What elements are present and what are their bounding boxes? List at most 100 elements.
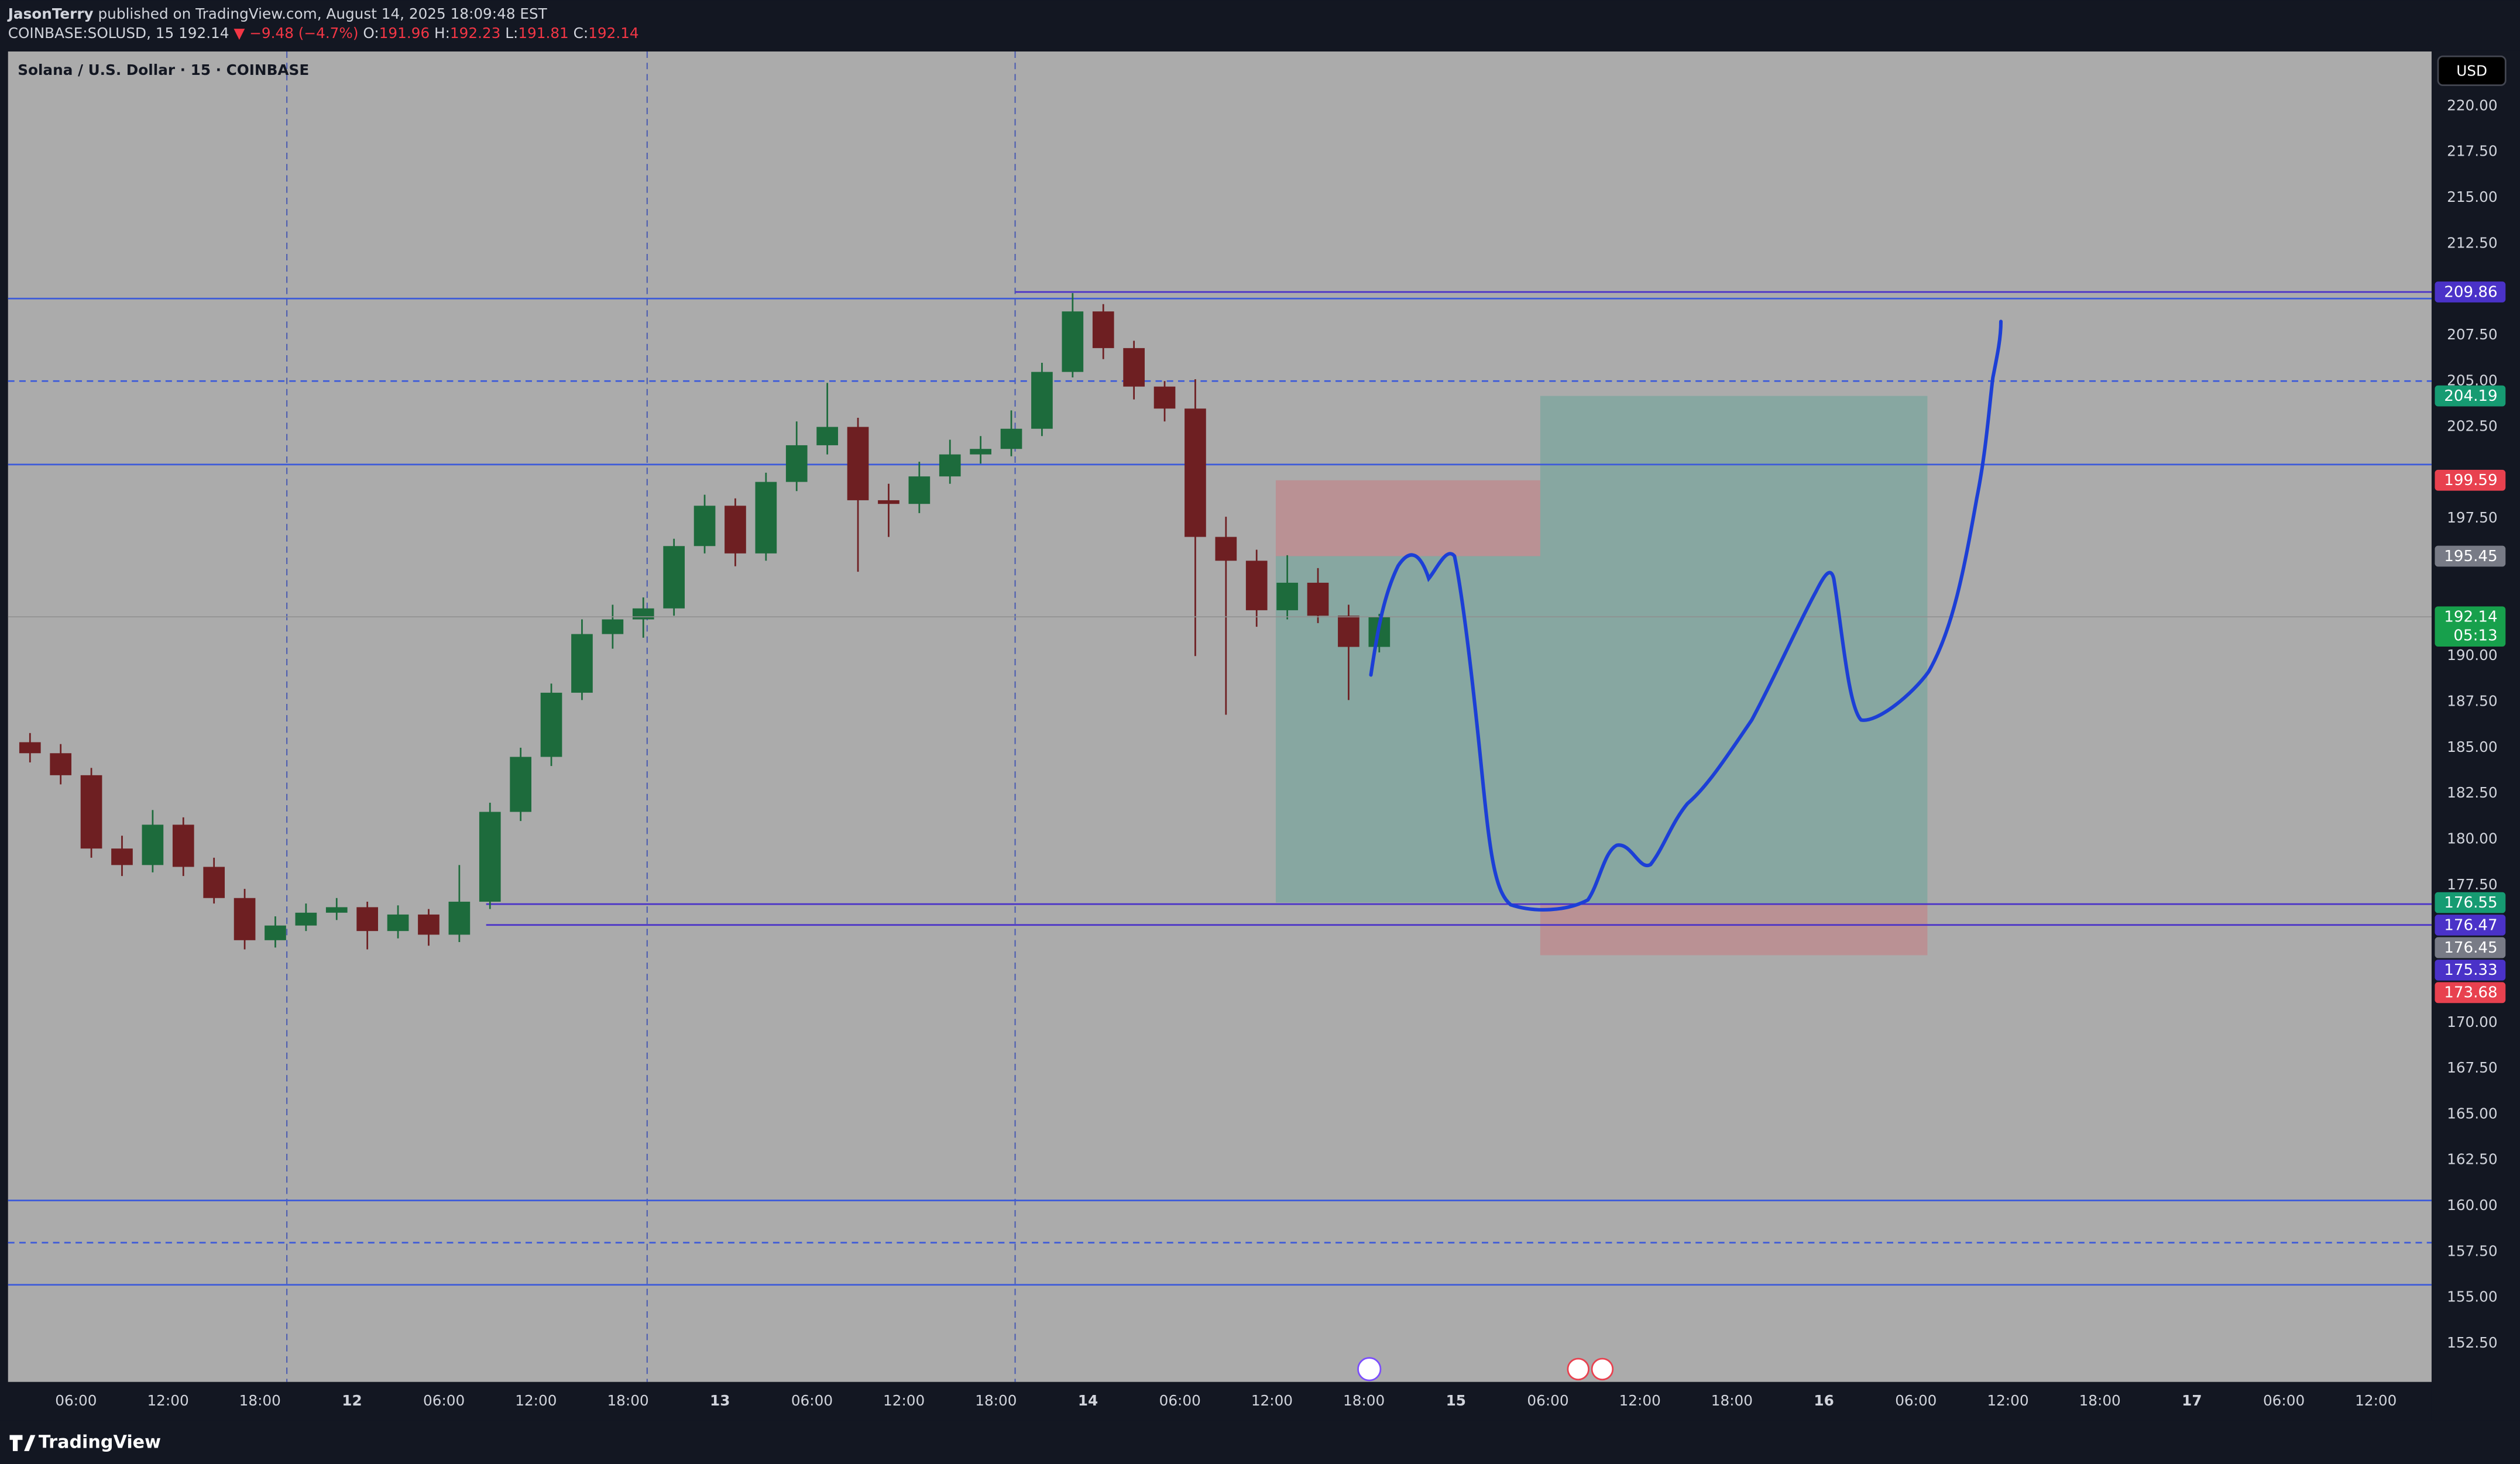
symbol: COINBASE:SOLUSD, 15 — [8, 25, 174, 42]
header-line-2: COINBASE:SOLUSD, 15 192.14 ▼ −9.48 (−4.7… — [8, 25, 639, 42]
y-tick-label: 187.50 — [2447, 693, 2497, 710]
brand-logo — [9, 1435, 36, 1451]
change: ▼ −9.48 (−4.7%) — [234, 25, 358, 42]
candle-body — [1338, 616, 1359, 647]
position-stop-zone — [1275, 480, 1540, 556]
last-price: 192.14 — [178, 25, 229, 42]
plot-area — [8, 51, 2432, 1382]
y-tick-label: 190.00 — [2447, 647, 2497, 664]
candle-body — [663, 546, 685, 609]
l-value: 191.81 — [518, 25, 568, 42]
price-tag-label: 192.14 — [2444, 608, 2497, 626]
position-target-zone — [1540, 396, 1928, 905]
candle-body — [908, 476, 931, 504]
candle-body — [632, 608, 654, 620]
price-scale — [2431, 51, 2520, 1421]
header-bar — [0, 0, 2520, 50]
candle-body — [325, 907, 348, 913]
x-tick-label: 14 — [1078, 1392, 1098, 1409]
candle-body — [939, 454, 961, 477]
y-tick-label: 180.00 — [2447, 830, 2497, 847]
x-tick-label: 06:00 — [1527, 1392, 1568, 1409]
price-tag — [2435, 937, 2506, 958]
price-tag-label: 199.59 — [2444, 472, 2497, 489]
y-tick-label: 160.00 — [2447, 1197, 2497, 1214]
price-tag-label: 176.55 — [2444, 894, 2497, 912]
y-tick-label: 202.50 — [2447, 418, 2497, 435]
x-tick-label: 13 — [710, 1392, 730, 1409]
candle-body — [1123, 348, 1145, 387]
x-tick-label: 06:00 — [1895, 1392, 1937, 1409]
x-tick-label: 12:00 — [147, 1392, 188, 1409]
candle-body — [755, 482, 777, 554]
x-tick-label: 12:00 — [1987, 1392, 2028, 1409]
candle-body — [540, 692, 562, 757]
x-tick-label: 12:00 — [1251, 1392, 1293, 1409]
price-tag-label: 195.45 — [2444, 548, 2497, 565]
position-stop-zone — [1540, 904, 1928, 956]
currency-button[interactable] — [2437, 55, 2507, 87]
candle-body — [1000, 428, 1022, 449]
candle-body — [418, 914, 440, 935]
y-tick-label: 220.00 — [2447, 97, 2497, 114]
h-label: H: — [434, 25, 450, 42]
candle-body — [1062, 311, 1084, 372]
event-icon[interactable] — [1591, 1358, 1614, 1381]
c-value: 192.14 — [588, 25, 638, 42]
candle-body — [1276, 582, 1298, 610]
candle-body — [295, 912, 317, 926]
x-tick-label: 18:00 — [239, 1392, 281, 1409]
x-tick-label: 12:00 — [883, 1392, 925, 1409]
x-tick-label: 15 — [1446, 1392, 1466, 1409]
candle-body — [356, 907, 379, 932]
y-tick-label: 170.00 — [2447, 1013, 2497, 1030]
candle-body — [571, 634, 593, 693]
time-scale-layer: 06:00 12:00 18:00 12 06:00 12:00 18:00 13 06:00 1… — [55, 1392, 2397, 1409]
candle-body — [970, 449, 991, 455]
y-tick-label: 212.50 — [2447, 234, 2497, 251]
y-tick-label: 215.00 — [2447, 188, 2497, 205]
o-value: 191.96 — [379, 25, 430, 42]
price-tag-label: 176.47 — [2444, 916, 2497, 934]
y-tick-label: 217.50 — [2447, 143, 2497, 160]
countdown: 05:13 — [2453, 627, 2497, 645]
price-tag — [2435, 281, 2506, 303]
time-scale — [0, 1381, 2432, 1421]
candle-body — [80, 775, 102, 849]
candle-body — [1092, 311, 1114, 348]
x-tick-label: 12:00 — [2355, 1392, 2397, 1409]
candle-body — [816, 427, 838, 445]
candle-body — [1245, 561, 1268, 610]
author: JasonTerry — [7, 5, 94, 22]
price-tag — [2435, 385, 2506, 407]
header-line-1: JasonTerry published on TradingView.com,… — [7, 5, 548, 22]
price-tag-label: 209.86 — [2444, 283, 2497, 301]
candle-body — [785, 445, 808, 482]
y-tick-label: 177.50 — [2447, 876, 2497, 893]
candle-body — [725, 506, 746, 554]
x-tick-label: 16 — [1814, 1392, 1834, 1409]
price-tag — [2435, 982, 2506, 1004]
candle-body — [602, 619, 624, 634]
x-tick-label: 06:00 — [1159, 1392, 1201, 1409]
y-tick-label: 157.50 — [2447, 1242, 2497, 1259]
candle-body — [448, 902, 471, 935]
y-tick-label: 155.00 — [2447, 1288, 2497, 1305]
price-tag-label: 176.45 — [2444, 939, 2497, 957]
candle-body — [878, 500, 899, 504]
published: published on TradingView.com, August 14,… — [98, 5, 548, 22]
candle-body — [510, 757, 531, 812]
c-label: C: — [574, 25, 589, 42]
price-tag-label: 175.33 — [2444, 961, 2497, 979]
x-tick-label: 18:00 — [1343, 1392, 1385, 1409]
price-tag-label: 173.68 — [2444, 984, 2497, 1002]
x-tick-label: 18:00 — [607, 1392, 648, 1409]
candle-body — [19, 742, 41, 754]
price-tag-label: 204.19 — [2444, 387, 2497, 405]
event-icon[interactable] — [1357, 1357, 1382, 1381]
event-icon[interactable] — [1567, 1358, 1589, 1381]
x-tick-label: 18:00 — [2079, 1392, 2121, 1409]
candle-body — [234, 898, 256, 940]
